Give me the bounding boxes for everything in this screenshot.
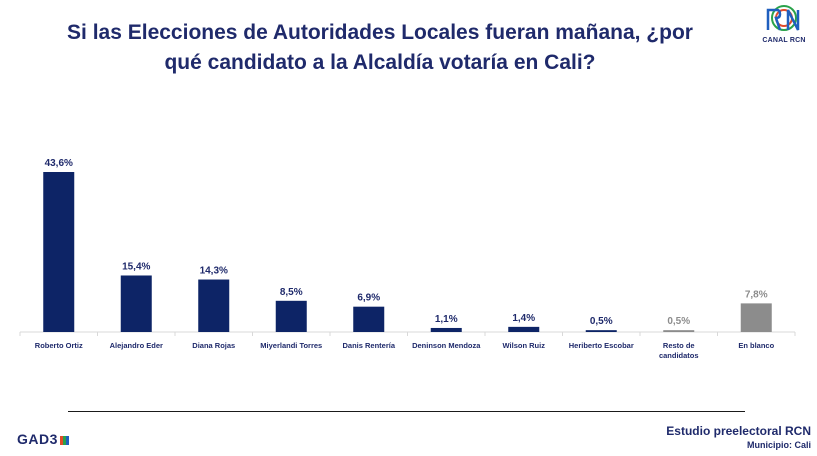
value-label: 14,3% bbox=[200, 266, 228, 277]
category-label: Wilson Ruiz bbox=[503, 341, 546, 350]
category-label: Alejandro Eder bbox=[110, 341, 163, 350]
study-info: Estudio preelectoral RCN Municipio: Cali bbox=[666, 424, 811, 450]
category-label: Deninson Mendoza bbox=[412, 341, 481, 350]
value-label: 1,1% bbox=[435, 314, 458, 325]
value-label: 8,5% bbox=[280, 287, 303, 298]
study-title: Estudio preelectoral RCN bbox=[666, 424, 811, 438]
gad3-logo-text: GAD3 bbox=[17, 431, 58, 447]
value-label: 43,6% bbox=[45, 158, 73, 169]
bar bbox=[740, 303, 772, 332]
category-label: Miyerlandi Torres bbox=[260, 341, 322, 350]
study-municipio: Municipio: Cali bbox=[747, 440, 811, 450]
bar bbox=[430, 327, 462, 332]
category-label: Resto de candidatos bbox=[659, 341, 699, 360]
bar bbox=[275, 300, 307, 332]
bar bbox=[43, 172, 75, 332]
rcn-logo-icon bbox=[766, 5, 800, 31]
rcn-logo-caption: CANAL RCN bbox=[762, 37, 806, 44]
bar bbox=[353, 306, 385, 332]
value-labels: 43,6% 15,4% 14,3% 8,5% 6,9% 1,1% 1,4% 0,5% 0,5% 7… bbox=[45, 158, 768, 327]
category-label: Diana Rojas bbox=[192, 341, 235, 350]
category-label: Heriberto Escobar bbox=[569, 341, 634, 350]
gad3-logo: GAD3 bbox=[17, 431, 69, 447]
bar bbox=[198, 279, 230, 332]
bar-group bbox=[43, 172, 772, 332]
category-labels: Roberto Ortiz Alejandro Eder Diana Rojas Mi… bbox=[35, 341, 775, 360]
category-label: En blanco bbox=[738, 341, 774, 350]
value-label: 6,9% bbox=[357, 293, 380, 304]
bar bbox=[663, 330, 695, 332]
chart-title-line-2: qué candidato a la Alcaldía votaría en C… bbox=[164, 51, 596, 74]
category-label: Roberto Ortiz bbox=[35, 341, 83, 350]
bar bbox=[508, 326, 540, 332]
rcn-logo: CANAL RCN bbox=[756, 4, 812, 44]
x-axis-ticks bbox=[19, 332, 796, 336]
value-label: 15,4% bbox=[122, 261, 150, 272]
value-label: 7,8% bbox=[745, 289, 768, 300]
value-label: 0,5% bbox=[590, 316, 613, 327]
value-label: 0,5% bbox=[667, 316, 690, 327]
bar bbox=[585, 330, 617, 332]
category-label: Danis Rentería bbox=[342, 341, 395, 350]
gad3-mark-icon bbox=[59, 436, 69, 445]
chart-title-line-1: Si las Elecciones de Autoridades Locales… bbox=[67, 21, 693, 44]
footer-divider bbox=[68, 411, 745, 412]
value-label: 1,4% bbox=[512, 313, 535, 324]
chart-title: Si las Elecciones de Autoridades Locales… bbox=[30, 18, 730, 78]
bar bbox=[120, 275, 152, 332]
